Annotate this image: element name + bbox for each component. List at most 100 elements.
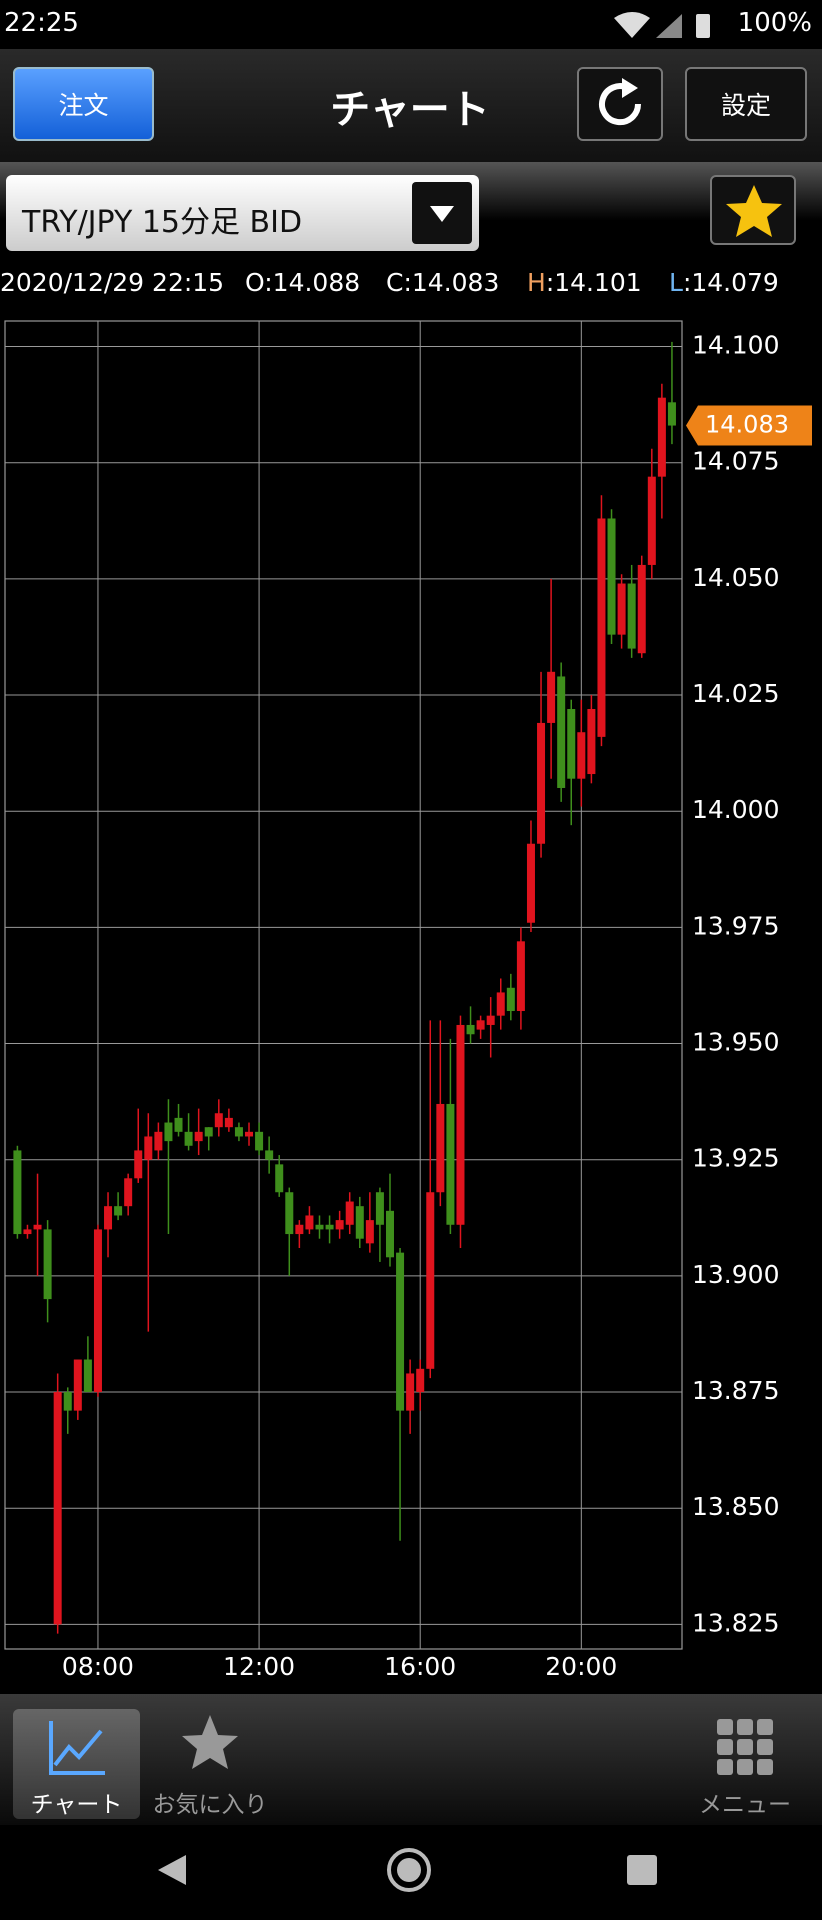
favorite-button[interactable] <box>710 175 796 245</box>
candle-body <box>526 843 535 923</box>
chart-icon <box>49 1721 105 1775</box>
candle-body <box>224 1117 233 1128</box>
y-tick-label: 13.825 <box>692 1608 779 1637</box>
nav-favorites-tab[interactable]: お気に入り <box>150 1709 270 1819</box>
candle-body <box>506 987 515 1012</box>
candle-body <box>456 1024 465 1225</box>
nav-chart-tab[interactable]: チャート <box>13 1709 140 1819</box>
candle-body <box>255 1131 264 1151</box>
refresh-button[interactable] <box>577 67 663 141</box>
x-tick-label: 12:00 <box>223 1652 295 1681</box>
status-bar: 22:25 100% <box>0 0 822 49</box>
ohlc-item: C:14.083 <box>386 268 499 297</box>
candle-body <box>627 583 636 649</box>
candle-body <box>184 1131 193 1146</box>
candle-body <box>194 1131 203 1142</box>
ohlc-value: :14.101 <box>545 268 642 297</box>
home-button[interactable] <box>387 1848 431 1892</box>
candle-body <box>667 402 676 426</box>
ohlc-item: O:14.088 <box>245 268 360 297</box>
candle-body <box>567 708 576 779</box>
candle-body <box>214 1113 223 1128</box>
ohlc-value: :14.079 <box>682 268 779 297</box>
candle-body <box>265 1150 274 1160</box>
candle-body <box>516 941 525 1012</box>
candle-body <box>365 1220 374 1244</box>
dropdown-button[interactable] <box>412 182 472 244</box>
candle-body <box>647 476 656 565</box>
settings-button[interactable]: 設定 <box>685 67 807 141</box>
nav-label: メニュー <box>699 1792 791 1818</box>
candle-body <box>83 1359 92 1393</box>
ohlc-value: :14.083 <box>403 268 500 297</box>
ohlc-info: 2020/12/29 22:15 O:14.088 C:14.083 H:14.… <box>0 268 822 298</box>
bottom-nav: チャート お気に入り メニュー <box>0 1694 822 1825</box>
candle-body <box>234 1127 243 1137</box>
y-tick-label: 13.875 <box>692 1376 779 1405</box>
x-tick-label: 08:00 <box>62 1652 134 1681</box>
candle-body <box>53 1392 62 1625</box>
status-time: 22:25 <box>4 8 79 38</box>
header: 注文 チャート 設定 <box>0 49 822 162</box>
candle-body <box>537 722 546 844</box>
price-tag-label: 14.083 <box>705 411 789 439</box>
candle-body <box>285 1192 294 1235</box>
x-tick-label: 16:00 <box>384 1652 456 1681</box>
refresh-icon <box>599 78 642 126</box>
candle-body <box>305 1215 314 1230</box>
candle-body <box>104 1206 113 1230</box>
ohlc-key: O <box>245 268 265 297</box>
candle-body <box>597 518 606 737</box>
candle-body <box>174 1117 183 1132</box>
menu-icon <box>717 1719 773 1775</box>
status-icons <box>614 12 710 38</box>
candle-body <box>486 1015 495 1025</box>
candle-body <box>446 1103 455 1225</box>
candle-body <box>657 397 666 477</box>
x-tick-label: 20:00 <box>545 1652 617 1681</box>
recents-button[interactable] <box>627 1855 657 1885</box>
order-button[interactable]: 注文 <box>13 67 154 141</box>
ohlc-item: H:14.101 <box>527 268 642 297</box>
candle-body <box>325 1224 334 1230</box>
candle-body <box>637 564 646 654</box>
candle-body <box>396 1252 405 1411</box>
candle-body <box>114 1206 123 1216</box>
candle-body <box>345 1201 354 1225</box>
candle-body <box>466 1024 475 1035</box>
ohlc-key: L <box>669 268 683 297</box>
nav-menu-tab[interactable]: メニュー <box>685 1709 805 1819</box>
candle-body <box>33 1224 42 1230</box>
plot-frame <box>4 320 683 1650</box>
ohlc-value: :14.088 <box>264 268 361 297</box>
back-button[interactable] <box>158 1855 186 1885</box>
candle-body <box>164 1122 173 1142</box>
candle-body <box>557 676 566 788</box>
y-tick-label: 14.075 <box>692 447 779 476</box>
battery-level: 100% <box>737 8 812 38</box>
star-icon <box>182 1715 238 1769</box>
ohlc-key: C <box>386 268 404 297</box>
candle-body <box>63 1392 72 1411</box>
candle-body <box>204 1127 213 1137</box>
selector-row: TRY/JPY 15分足 BID <box>0 162 822 260</box>
y-tick-label: 14.100 <box>692 331 779 360</box>
candle-body <box>43 1229 52 1300</box>
y-tick-label: 14.000 <box>692 795 779 824</box>
ohlc-key: H <box>527 268 546 297</box>
candle-body <box>416 1368 425 1393</box>
candle-body <box>23 1229 32 1235</box>
ohlc-item: L:14.079 <box>669 268 779 297</box>
candle-body <box>587 708 596 775</box>
candle-body <box>375 1192 384 1225</box>
symbol-selector[interactable]: TRY/JPY 15分足 BID <box>6 175 479 251</box>
y-tick-label: 13.950 <box>692 1028 779 1057</box>
candle-body <box>607 518 616 635</box>
candle-body <box>295 1224 304 1235</box>
candle-body <box>355 1206 364 1239</box>
chart: 13.825 13.850 13.875 13.900 13.925 13.950 13.9… <box>4 320 812 1681</box>
price-tag <box>686 405 812 446</box>
candle-body <box>245 1131 254 1137</box>
candle-body <box>154 1131 163 1151</box>
